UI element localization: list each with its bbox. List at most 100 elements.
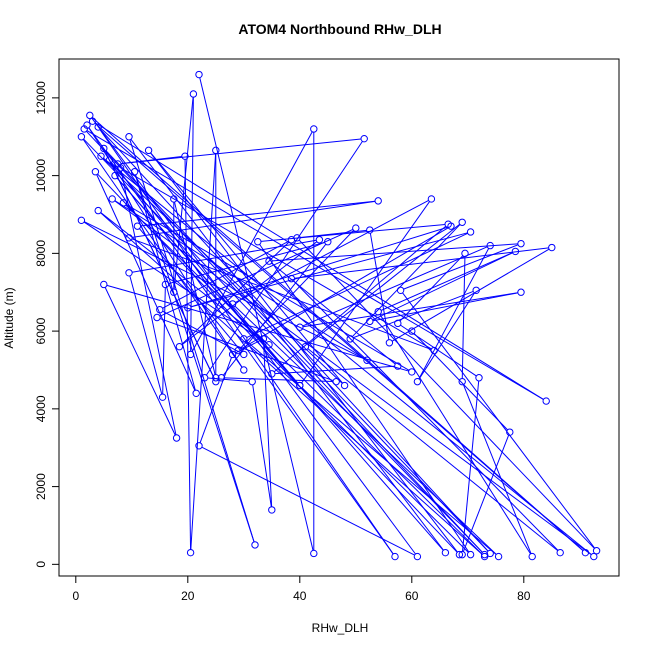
data-point [324,237,332,246]
series-segment [201,446,415,556]
series-segment [132,200,376,238]
data-point [394,319,402,328]
x-axis-label: RHw_DLH [312,621,369,635]
data-point [486,241,494,250]
data-point [301,342,310,351]
data-point [346,335,354,343]
data-point [548,243,556,252]
series-segment [302,246,488,327]
series-segment [82,139,243,368]
data-point [461,249,469,258]
series-segment [190,153,217,550]
series-segment [181,241,318,346]
data-point [366,226,374,234]
data-point [430,346,438,355]
data-point [119,199,128,207]
series-segment [273,225,447,373]
data-point [88,117,97,125]
y-tick-label: 2000 [34,473,48,500]
data-point [458,550,466,559]
data-point [192,389,200,398]
data-point [133,222,142,230]
series-segment [114,200,365,359]
data-point [268,506,276,514]
data-point [287,274,296,283]
data-point [77,133,86,141]
data-point [408,327,416,335]
series-segment [114,200,592,556]
series-segment [86,130,544,400]
data-point [517,239,525,248]
data-point [413,552,422,561]
data-point [234,346,242,355]
data-point [517,288,525,296]
series-segment [272,243,518,262]
series-segment [134,174,196,391]
series-segment [380,252,513,311]
data-point [125,133,133,141]
series-segment [205,141,363,376]
data-point [556,548,564,557]
data-point [352,224,360,232]
data-point [340,381,349,390]
data-point [475,374,483,382]
series-points [77,70,601,561]
series-segment [120,170,177,435]
data-point [130,168,139,176]
data-point [396,286,405,294]
series-segment [131,238,432,350]
data-point [391,552,399,561]
series-segment [293,280,559,551]
data-point [111,171,119,180]
data-point [466,550,475,559]
data-point [172,434,181,442]
series-segment [461,256,466,379]
data-point [408,368,416,376]
series-segment [235,339,261,354]
series-segment [139,228,243,353]
data-point [248,377,256,386]
series-segment [372,252,513,321]
data-point [240,366,248,374]
y-tick-label: 12000 [34,81,48,115]
series-segment [103,157,592,555]
series-segment [240,227,449,350]
series-segment [162,287,166,395]
data-point [480,552,489,561]
data-point [480,550,489,559]
series-segment [140,200,376,227]
series-segment [150,152,343,384]
data-point [296,381,304,390]
series-segment [97,173,458,553]
data-point [455,550,464,559]
data-point [458,218,466,226]
series-segment [150,152,458,553]
data-point [413,377,422,386]
x-tick-label: 80 [517,589,531,603]
data-point [181,152,189,160]
series-segment [159,228,354,317]
data-point [94,123,102,131]
series-segment [83,221,267,344]
series-segment [129,275,163,395]
x-tick-label: 40 [293,589,307,603]
data-point [184,304,192,312]
y-tick-label: 8000 [34,240,48,267]
data-point [105,156,114,164]
series-segment [190,232,468,308]
data-point [200,374,209,382]
series-segment [399,255,464,322]
data-point [394,362,402,370]
data-point [240,335,248,343]
data-point [217,374,226,382]
series-segment [301,201,430,384]
data-point [265,257,273,265]
series-segment [245,340,497,555]
data-point [444,220,452,228]
series-segment [252,384,272,507]
series-segment [159,318,334,382]
data-point [374,197,382,205]
x-tick-label: 60 [405,589,419,603]
data-point [542,397,550,405]
